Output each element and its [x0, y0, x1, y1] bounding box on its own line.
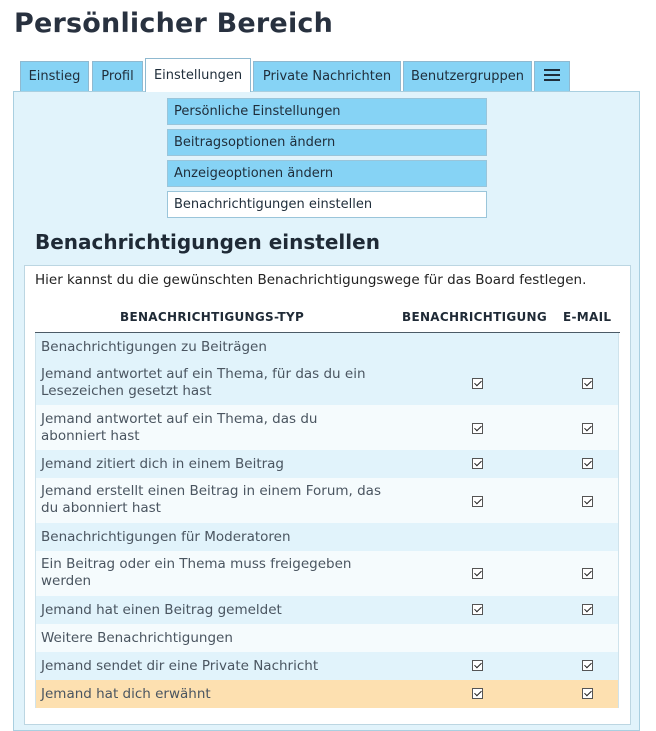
group-row-beitraege: Benachrichtigungen zu Beiträgen: [36, 333, 618, 361]
row-label-line2: Lesezeichen gesetzt hast: [41, 383, 212, 399]
table-row-highlighted: Jemand hat dich erwähnt: [36, 680, 618, 708]
header-email: E-MAIL: [563, 310, 612, 324]
intro-text: Hier kannst du die gewünschten Benachric…: [35, 272, 587, 288]
row-label: Jemand hat einen Beitrag gemeldet: [41, 602, 282, 618]
tab-label: Einstieg: [28, 69, 81, 84]
subnav-beitragsoptionen[interactable]: Beitragsoptionen ändern: [167, 129, 487, 156]
tab-label: Benutzergruppen: [410, 69, 524, 84]
notification-checkbox[interactable]: [472, 604, 483, 615]
group-label: Benachrichtigungen für Moderatoren: [41, 529, 291, 545]
settings-subnav: Persönliche Einstellungen Beitragsoption…: [167, 98, 487, 222]
tab-more-menu[interactable]: [534, 61, 570, 91]
notification-checkbox[interactable]: [472, 496, 483, 507]
notification-checkbox[interactable]: [472, 568, 483, 579]
row-label-line2: werden: [41, 573, 92, 589]
row-label-line1: Ein Beitrag oder ein Thema muss freigege…: [41, 556, 352, 572]
subnav-persoenliche-einstellungen[interactable]: Persönliche Einstellungen: [167, 98, 487, 125]
row-label: Jemand zitiert dich in einem Beitrag: [41, 456, 284, 472]
email-checkbox[interactable]: [582, 458, 593, 469]
header-notification: BENACHRICHTIGUNG: [402, 310, 548, 324]
notification-checkbox[interactable]: [472, 688, 483, 699]
row-label-line2: du abonniert hast: [41, 500, 161, 516]
table-row: Ein Beitrag oder ein Thema muss freigege…: [36, 551, 618, 596]
email-checkbox[interactable]: [582, 423, 593, 434]
row-label-line2: abonniert hast: [41, 428, 140, 444]
page-title: Persönlicher Bereich: [14, 8, 334, 39]
row-label-line1: Jemand erstellt einen Beitrag in einem F…: [41, 483, 381, 499]
table-row: Jemand antwortet auf ein Thema, für das …: [36, 361, 618, 405]
row-label: Ein Beitrag oder ein Thema muss freigege…: [41, 556, 351, 590]
email-checkbox[interactable]: [582, 688, 593, 699]
notification-checkbox[interactable]: [472, 378, 483, 389]
row-label: Jemand erstellt einen Beitrag in einem F…: [41, 483, 381, 517]
group-label: Benachrichtigungen zu Beiträgen: [41, 339, 267, 355]
table-header: BENACHRICHTIGUNGS-TYP BENACHRICHTIGUNG E…: [35, 310, 620, 333]
tab-label: Private Nachrichten: [262, 69, 392, 84]
email-checkbox[interactable]: [582, 660, 593, 671]
email-checkbox[interactable]: [582, 568, 593, 579]
row-label: Jemand hat dich erwähnt: [41, 686, 211, 702]
email-checkbox[interactable]: [582, 496, 593, 507]
table-row: Jemand sendet dir eine Private Nachricht: [36, 652, 618, 680]
table-row: Jemand erstellt einen Beitrag in einem F…: [36, 478, 618, 523]
subnav-benachrichtigungen[interactable]: Benachrichtigungen einstellen: [167, 191, 487, 218]
notification-checkbox[interactable]: [472, 458, 483, 469]
tab-private-nachrichten[interactable]: Private Nachrichten: [253, 61, 401, 91]
row-label: Jemand antwortet auf ein Thema, für das …: [41, 366, 366, 400]
group-row-weitere: Weitere Benachrichtigungen: [36, 624, 618, 652]
notification-table: Benachrichtigungen zu Beiträgen Jemand a…: [35, 333, 619, 708]
row-label-line1: Jemand antwortet auf ein Thema, für das …: [41, 366, 366, 382]
notification-checkbox[interactable]: [472, 660, 483, 671]
email-checkbox[interactable]: [582, 378, 593, 389]
table-row: Jemand zitiert dich in einem Beitrag: [36, 450, 618, 478]
row-label: Jemand sendet dir eine Private Nachricht: [41, 658, 319, 674]
header-type: BENACHRICHTIGUNGS-TYP: [120, 310, 305, 324]
notification-checkbox[interactable]: [472, 423, 483, 434]
tab-label: Profil: [101, 69, 134, 84]
table-row: Jemand antwortet auf ein Thema, das du a…: [36, 405, 618, 450]
tab-einstieg[interactable]: Einstieg: [20, 61, 89, 91]
subnav-anzeigeoptionen[interactable]: Anzeigeoptionen ändern: [167, 160, 487, 187]
section-title: Benachrichtigungen einstellen: [35, 230, 380, 254]
menu-icon: [544, 66, 560, 84]
tab-profil[interactable]: Profil: [92, 61, 143, 91]
group-label: Weitere Benachrichtigungen: [41, 630, 233, 646]
tab-label: Einstellungen: [153, 68, 243, 83]
email-checkbox[interactable]: [582, 604, 593, 615]
row-label-line1: Jemand antwortet auf ein Thema, das du: [41, 411, 318, 427]
group-row-moderatoren: Benachrichtigungen für Moderatoren: [36, 523, 618, 551]
tab-benutzergruppen[interactable]: Benutzergruppen: [403, 61, 532, 91]
table-row: Jemand hat einen Beitrag gemeldet: [36, 596, 618, 624]
tab-einstellungen[interactable]: Einstellungen: [145, 58, 251, 92]
row-label: Jemand antwortet auf ein Thema, das du a…: [41, 411, 317, 445]
